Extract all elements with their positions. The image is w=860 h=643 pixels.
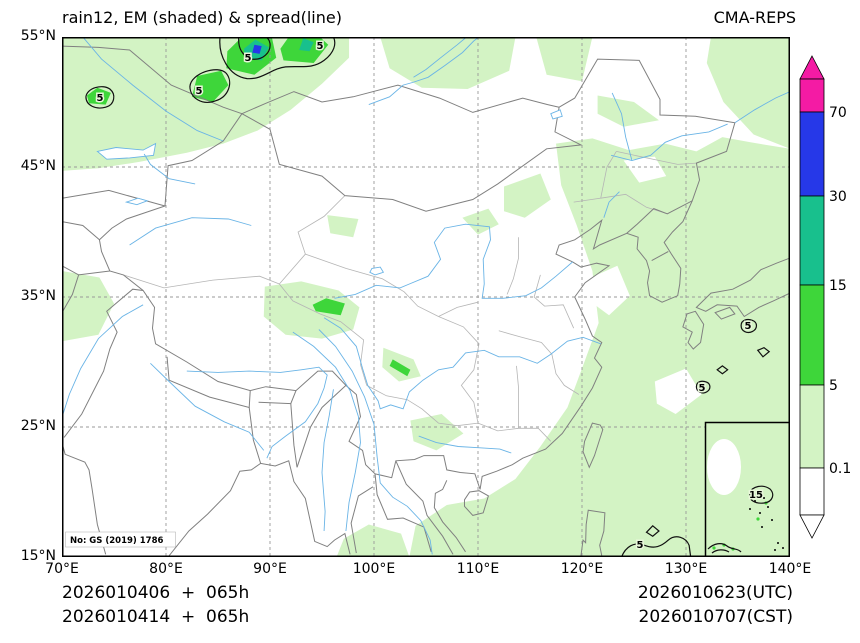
- colorbar-above-triangle: [799, 55, 825, 80]
- colorbar-segment: [799, 111, 825, 197]
- inset-islands: [749, 491, 784, 551]
- colorbar-segment: [799, 384, 825, 469]
- map-plot: 5 5 5 5 5 5 5: [62, 37, 790, 557]
- lon-tick-label: 110°E: [456, 561, 500, 577]
- model-source-label: CMA-REPS: [713, 8, 796, 27]
- init-time-utc-line: 2026010406 + 065h: [62, 583, 250, 603]
- colorbar-below-triangle: [799, 514, 825, 539]
- plot-frame: [62, 37, 790, 557]
- valid-time-utc-line: 2026010623(UTC): [637, 583, 793, 603]
- figure-title: rain12, EM (shaded) & spread(line): [62, 8, 342, 27]
- province-borders: [123, 151, 696, 441]
- lon-tick-label: 100°E: [352, 561, 396, 577]
- south-china-sea-inset: 15: [704, 421, 790, 557]
- colorbar-tick-label: 70: [829, 105, 847, 121]
- lon-tick-label: 70°E: [45, 561, 79, 577]
- colorbar-segment: [799, 78, 825, 113]
- rivers-lakes: [63, 37, 790, 554]
- lon-tick-label: 90°E: [253, 561, 287, 577]
- inset-contours: [707, 485, 774, 554]
- contour-label: 5: [245, 53, 252, 64]
- lon-tick-label: 120°E: [560, 561, 604, 577]
- colorbar-swatches: [799, 55, 825, 539]
- graticule-grid: [62, 37, 790, 557]
- contour-label: 5: [699, 383, 706, 394]
- spread-contours: [86, 37, 769, 557]
- lat-tick-label: 35°N: [20, 288, 56, 304]
- precip-shading: [62, 37, 790, 557]
- contour-labels: 5 5 5 5 5 5 5: [95, 40, 753, 553]
- colorbar-segment: [799, 284, 825, 386]
- init-time-cst-line: 2026010414 + 065h: [62, 607, 250, 627]
- colorbar-tick-label: 0.1: [829, 461, 851, 477]
- lat-tick-label: 45°N: [20, 158, 56, 174]
- lon-tick-label: 140°E: [768, 561, 812, 577]
- colorbar: 70 30 15 5 0.1: [799, 55, 851, 539]
- colorbar-segment: [799, 467, 825, 516]
- inset-sea-area: [707, 439, 741, 495]
- lat-tick-label: 55°N: [20, 28, 56, 44]
- contour-label: 5: [637, 540, 644, 551]
- contour-label: 5: [196, 86, 203, 97]
- contour-label: 5: [745, 321, 752, 332]
- valid-time-cst-line: 2026010707(CST): [638, 607, 793, 627]
- colorbar-tick-labels: 70 30 15 5 0.1: [829, 105, 851, 477]
- colorbar-segment: [799, 195, 825, 286]
- lon-tick-label: 80°E: [149, 561, 183, 577]
- contour-label: 5: [97, 93, 104, 104]
- license-annotation: No: GS (2019) 1786: [65, 531, 176, 548]
- contour-label: 15: [749, 490, 763, 501]
- lat-tick-label: 25°N: [20, 418, 56, 434]
- colorbar-tick-label: 15: [829, 278, 847, 294]
- license-text: No: GS (2019) 1786: [70, 536, 163, 546]
- contour-label: 5: [317, 41, 324, 52]
- colorbar-tick-label: 30: [829, 189, 847, 205]
- colorbar-tick-label: 5: [829, 378, 838, 394]
- lat-tick-label: 15°N: [20, 548, 56, 564]
- lon-tick-label: 130°E: [664, 561, 708, 577]
